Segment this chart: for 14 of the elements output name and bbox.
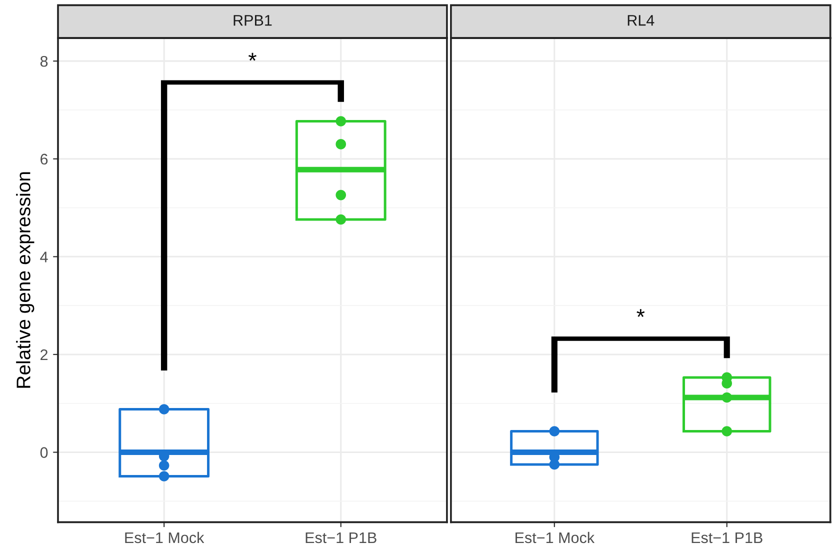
- y-axis-title: Relative gene expression: [16, 172, 34, 388]
- y-tick-label: 0: [40, 447, 48, 458]
- y-tick-label: 6: [40, 154, 48, 165]
- y-tick-label: 8: [40, 56, 48, 67]
- chart-title: RPB1: [234, 15, 272, 26]
- y-tick-label: 2: [40, 349, 48, 360]
- x-tick-label: Est−1 Mock: [125, 532, 204, 544]
- chart-title: RL4: [628, 15, 654, 26]
- annotation: *: [636, 309, 645, 317]
- x-tick-label: Est−1 P1B: [306, 532, 376, 544]
- y-tick-label: 4: [40, 252, 48, 262]
- x-tick-label: Est−1 Mock: [516, 532, 595, 544]
- annotation: *: [248, 52, 256, 61]
- x-tick-label: Est−1 P1B: [692, 532, 762, 544]
